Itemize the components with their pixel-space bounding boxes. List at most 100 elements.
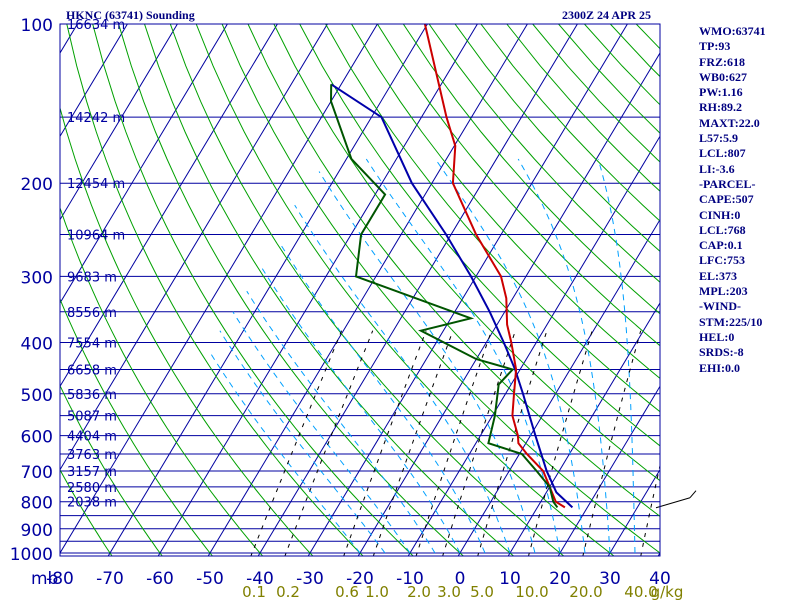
dry-adiabat-line (351, 24, 660, 380)
parcel-trace (330, 83, 574, 509)
mixing-ratio-line (442, 330, 516, 556)
stat-line: -PARCEL- (699, 176, 756, 191)
isotherm-line (357, 52, 660, 556)
isotherm-line (60, 24, 128, 138)
mixing-ratio-label: 1.0 (365, 583, 389, 600)
dry-adiabat-line (299, 24, 660, 447)
moist-adiabat-line (434, 158, 586, 554)
height-label: 2580 m (67, 481, 117, 496)
height-label: 7554 m (67, 336, 117, 351)
temperature-tick-label: -30 (296, 569, 324, 589)
mixing-ratio-line (343, 330, 427, 556)
height-label: 3157 m (67, 465, 117, 480)
height-label: 4404 m (67, 430, 117, 445)
height-label: 14242 m (67, 111, 125, 126)
stat-line: STM:225/10 (699, 314, 763, 329)
temperature-tick-label: -10 (396, 569, 424, 589)
temperature-tick-label: -20 (346, 569, 374, 589)
pressure-tick-label: 1000 (10, 545, 53, 565)
temperature-tick-label: 0 (455, 569, 466, 589)
mixing-ratio-label: g/kg (651, 583, 684, 600)
stats-panel: WMO:63741 TP:93 FRZ:618 WB0:627 PW:1.16 RH:89… (699, 24, 766, 376)
pressure-tick-label: 200 (21, 175, 53, 195)
height-label: 6658 m (67, 364, 117, 379)
stat-line: LI:-3.6 (699, 161, 735, 176)
dry-adiabat-line (584, 24, 660, 106)
stat-line: MPL:203 (699, 284, 748, 299)
pressure-tick-label: 800 (21, 494, 53, 514)
dry-adiabat-line (60, 206, 264, 556)
stat-line: FRZ:618 (699, 54, 745, 69)
pressure-tick-label: 600 (21, 428, 53, 448)
temperature-tick-label: -40 (246, 569, 274, 589)
dry-adiabat-line (144, 24, 515, 556)
isotherm-line (307, 24, 628, 556)
stat-line: EL:373 (699, 268, 738, 283)
pressure-tick-label: 400 (21, 334, 53, 354)
dry-adiabat-line (454, 24, 660, 252)
moist-adiabat-line (318, 171, 536, 554)
stat-line: CAP:0.1 (699, 238, 743, 253)
stat-line: -WIND- (699, 299, 741, 314)
moist-adiabat-line (210, 353, 361, 554)
pressure-tick-label: 700 (21, 463, 53, 483)
stat-line: LCL:807 (699, 146, 746, 161)
height-label: 5836 m (67, 388, 117, 403)
stat-line: CINH:0 (699, 207, 741, 222)
pressure-tick-label: 100 (21, 16, 53, 36)
temperature-tick-label: 10 (499, 569, 521, 589)
stat-line: CAPE:507 (699, 192, 754, 207)
temperature-tick-label: 40 (649, 569, 671, 589)
dry-adiabat-line (376, 24, 660, 347)
temperature-trace (423, 24, 566, 509)
stat-line: TP:93 (699, 39, 731, 54)
dry-adiabat-line (273, 24, 660, 482)
temperature-tick-label: 20 (549, 569, 571, 589)
isotherm-line (557, 385, 660, 556)
mixing-ratio-line (477, 330, 548, 556)
isotherm-line (257, 24, 578, 556)
isotherm-line (60, 24, 178, 221)
x-axis-unit: mb (31, 569, 58, 589)
moist-adiabat-line (659, 512, 660, 553)
isotherm-line (60, 24, 328, 471)
wind-barb (655, 490, 697, 509)
mixing-ratio-label: 3.0 (437, 583, 461, 600)
mixing-ratio-label: 20.0 (569, 583, 602, 600)
moist-adiabat-line (597, 158, 636, 554)
mixing-ratio-label: 0.6 (335, 583, 359, 600)
height-label: 10964 m (67, 229, 125, 244)
dry-adiabat-line (195, 24, 615, 556)
dry-adiabat-line (247, 24, 660, 517)
mixing-ratio-line (250, 330, 343, 556)
plot-frame (59, 23, 661, 557)
stat-line: SRDS:-8 (699, 345, 744, 360)
stat-line: LFC:753 (699, 253, 745, 268)
isotherm-line (60, 24, 278, 388)
mixing-ratio-label: 0.1 (242, 583, 266, 600)
dry-adiabat-line (66, 24, 364, 556)
height-label: 9683 m (67, 270, 117, 285)
moist-adiabat-line (261, 268, 461, 554)
mixing-ratio-line (415, 330, 492, 556)
stat-line: MAXT:22.0 (699, 115, 760, 130)
mixing-ratio-label: 5.0 (470, 583, 494, 600)
isotherm-line (607, 468, 660, 556)
isotherm-line (207, 24, 528, 556)
dry-adiabat-line (402, 24, 660, 315)
isotherm-line (457, 218, 660, 556)
isotherm-line (407, 135, 660, 556)
mixing-ratio-label: 2.0 (407, 583, 431, 600)
moist-adiabat-line (517, 158, 611, 554)
dry-adiabat-line (221, 24, 660, 554)
stat-line: WB0:627 (699, 69, 747, 84)
mixing-ratio-line (640, 463, 660, 556)
mixing-ratio-label: 40.0 (624, 583, 657, 600)
dry-adiabat-line (118, 24, 465, 556)
height-label: 16634 m (67, 18, 125, 33)
height-label: 3763 m (67, 448, 117, 463)
mixing-ratio-label: 10.0 (515, 583, 548, 600)
isotherm-line (60, 24, 378, 554)
stat-line: HEL:0 (699, 329, 735, 344)
